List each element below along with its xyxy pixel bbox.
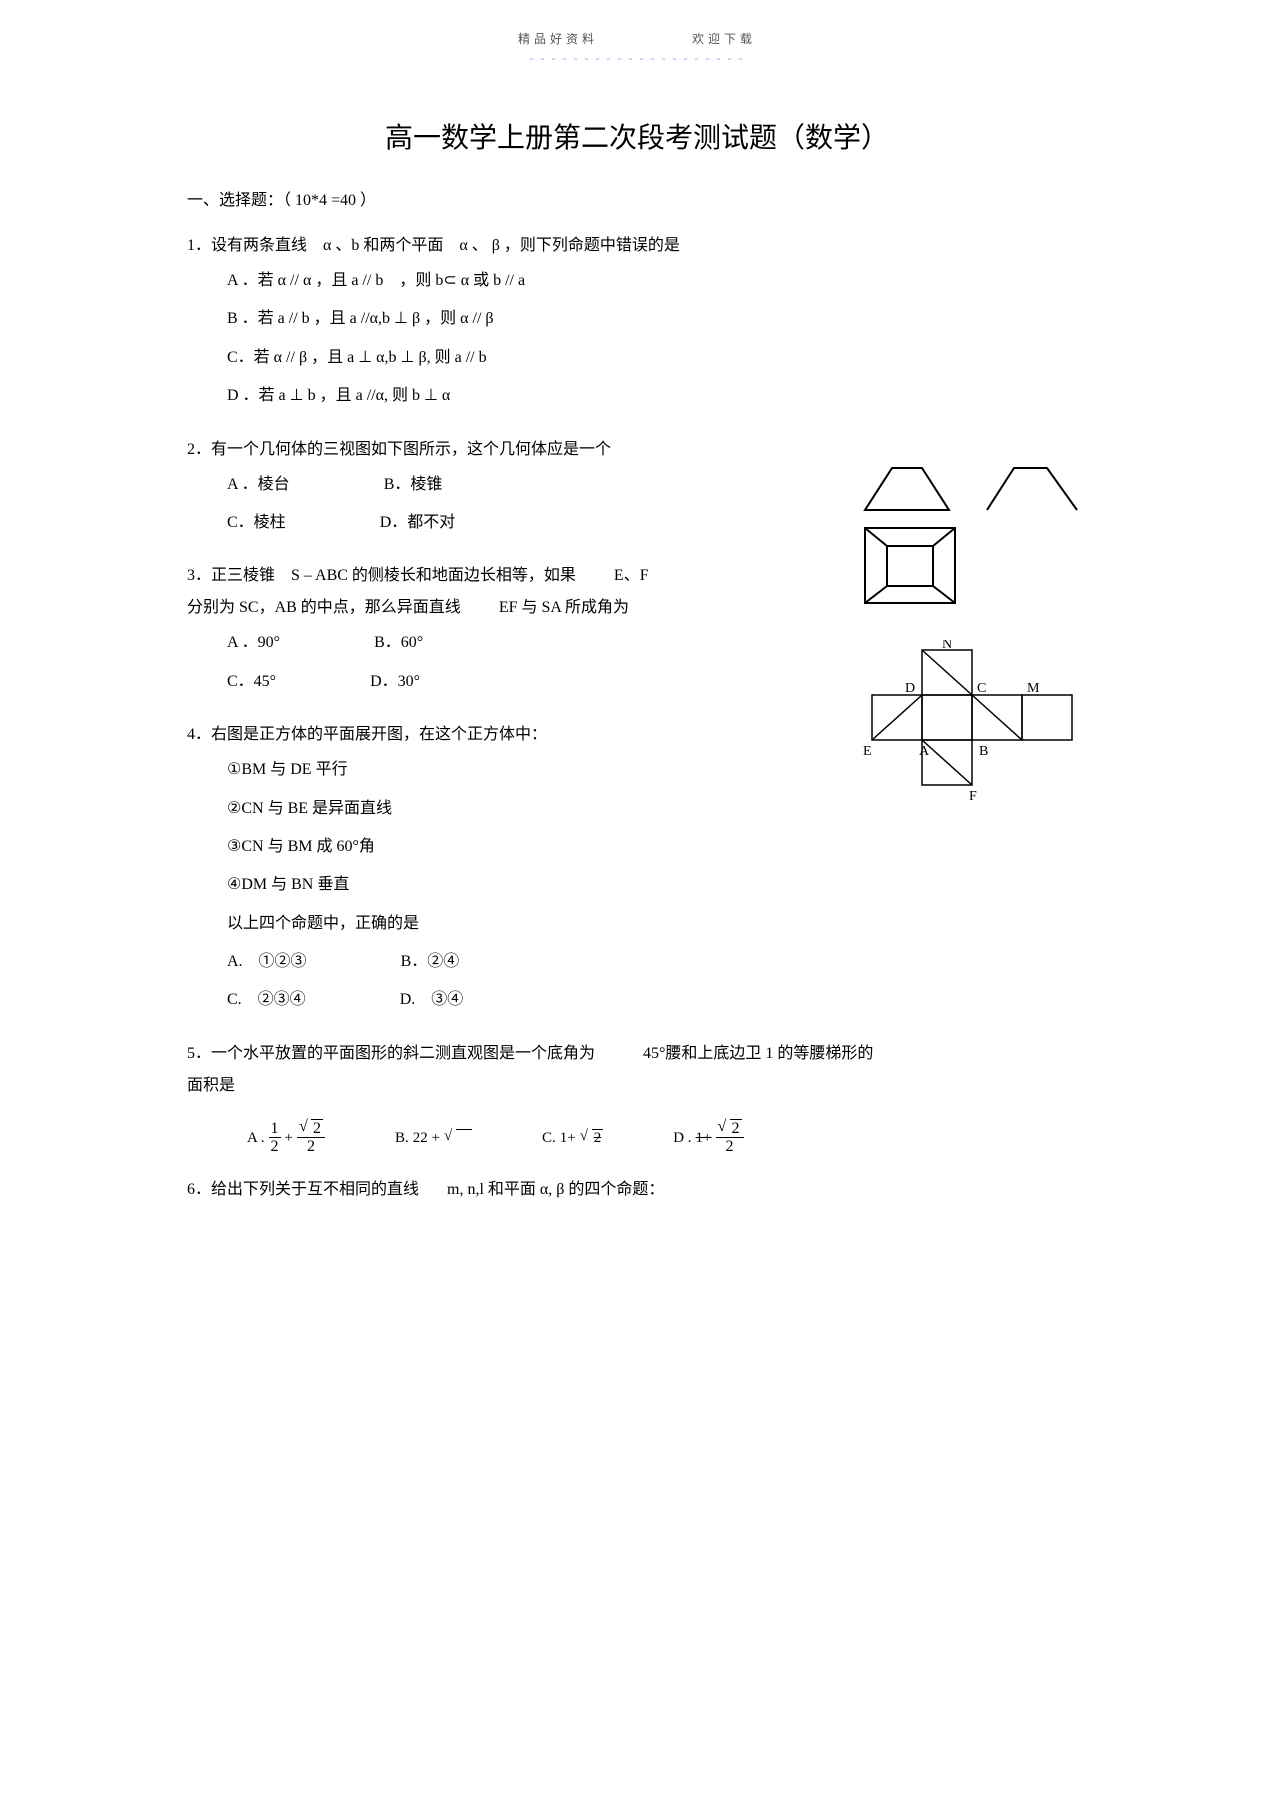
q6-stem-b: m, n,l 和平面 α, β 的四个命题： <box>447 1181 664 1198</box>
q5-a-label: A . <box>247 1123 265 1153</box>
net-label-C: C <box>977 681 986 696</box>
q6-stem-a: 6．给出下列关于互不相同的直线 <box>187 1181 419 1198</box>
q5-c-label: C. <box>542 1123 556 1153</box>
q4-s4: ④DM 与 BN 垂直 <box>227 866 1087 904</box>
q5-d-frac: 2 2 <box>716 1120 744 1156</box>
q4-option-a: A. ①②③ <box>227 943 307 981</box>
q5-stem-line1: 5．一个水平放置的平面图形的斜二测直观图是一个底角为 45°腰和上底边卫 1 的… <box>187 1038 1087 1070</box>
figure-cube-net: N D C M E A B F <box>827 640 1087 815</box>
q5-option-d: D . 1+ 2 2 <box>673 1120 743 1156</box>
q4-option-c: C. ②③④ <box>227 981 306 1019</box>
q5-c-sqrt: 2 <box>580 1123 604 1153</box>
q5-a-frac1: 1 2 <box>269 1120 281 1156</box>
q5-b-pre: 22 + <box>413 1123 440 1153</box>
q2-option-a: A ．棱台 <box>227 466 290 504</box>
header-left: 精品好资料 <box>518 32 598 46</box>
q1-option-d: D ．若 a ⊥ b ，且 a //α, 则 b ⊥ α <box>227 377 1087 415</box>
figure-three-views <box>837 460 1097 615</box>
q5-option-b: B. 22 + <box>395 1123 472 1153</box>
net-label-D: D <box>905 681 915 696</box>
q1-option-c: C．若 α // β ，且 a ⊥ α,b ⊥ β, 则 a // b <box>227 339 1087 377</box>
q3-option-b: B．60° <box>374 624 423 662</box>
q3-option-d: D．30° <box>370 663 420 701</box>
question-1: 1．设有两条直线 α 、b 和两个平面 α 、 β ，则下列命题中错误的是 A … <box>187 230 1087 416</box>
net-label-B: B <box>979 744 988 759</box>
q3-option-a: A ．90° <box>227 624 280 662</box>
question-6: 6．给出下列关于互不相同的直线 m, n,l 和平面 α, β 的四个命题： <box>187 1174 1087 1206</box>
q5-stem-a: 5．一个水平放置的平面图形的斜二测直观图是一个底角为 <box>187 1045 595 1062</box>
net-label-M: M <box>1027 681 1040 696</box>
q5-c-pre: 1+ <box>560 1123 576 1153</box>
q5-option-a: A . 1 2 + 2 2 <box>247 1120 325 1156</box>
q5-d-pre: 1+ <box>696 1123 712 1153</box>
q2-option-d: D．都不对 <box>380 504 456 542</box>
q5-b-label: B. <box>395 1123 409 1153</box>
net-label-E: E <box>863 744 872 759</box>
q3-option-c: C．45° <box>227 663 276 701</box>
q5-a-plus: + <box>285 1123 293 1153</box>
q5-a-frac2: 2 2 <box>297 1120 325 1156</box>
q2-option-c: C．棱柱 <box>227 504 286 542</box>
q1-option-a: A ．若 α // α ，且 a // b ，则 b⊂ α 或 b // a <box>227 262 1087 300</box>
q1-stem: 1．设有两条直线 α 、b 和两个平面 α 、 β ，则下列命题中错误的是 <box>187 230 1087 262</box>
page-header: 精品好资料 欢迎下载 <box>187 30 1087 47</box>
q5-stem-b: 45°腰和上底边卫 1 的等腰梯形的 <box>643 1045 873 1062</box>
q3-stem-c: 分别为 SC，AB 的中点，那么异面直线 <box>187 599 461 616</box>
q5-stem-line2: 面积是 <box>187 1070 1087 1102</box>
q5-b-sqrt <box>444 1123 472 1153</box>
header-dash: - - - - - - - - - - - - - - - - - - - - <box>187 51 1087 66</box>
net-label-N: N <box>942 640 952 652</box>
q3-stem-b: E、F <box>614 567 649 584</box>
page-title: 高一数学上册第二次段考测试题（数学） <box>187 116 1087 156</box>
q4-s3: ③CN 与 BM 成 60°角 <box>227 828 1087 866</box>
q3-stem-d: EF 与 SA 所成角为 <box>499 599 629 616</box>
net-label-A: A <box>919 744 930 759</box>
q2-option-b: B．棱锥 <box>384 466 443 504</box>
q4-s5: 以上四个命题中，正确的是 <box>227 905 1087 943</box>
q5-options: A . 1 2 + 2 2 B. 22 + C. 1+ <box>247 1120 1087 1156</box>
header-right: 欢迎下载 <box>692 32 756 46</box>
q5-d-label: D . <box>673 1123 691 1153</box>
question-5: 5．一个水平放置的平面图形的斜二测直观图是一个底角为 45°腰和上底边卫 1 的… <box>187 1038 1087 1156</box>
q1-option-b: B ．若 a // b ，且 a //α,b ⊥ β ，则 α // β <box>227 300 1087 338</box>
q3-stem-a: 3．正三棱锥 S – ABC 的侧棱长和地面边长相等，如果 <box>187 567 576 584</box>
q4-option-d: D. ③④ <box>400 981 464 1019</box>
q5-option-c: C. 1+ 2 <box>542 1123 603 1153</box>
q4-option-b: B．②④ <box>401 943 460 981</box>
section-1-heading: 一、选择题：（ 10*4 =40 ） <box>187 186 1087 210</box>
net-label-F: F <box>969 789 977 804</box>
